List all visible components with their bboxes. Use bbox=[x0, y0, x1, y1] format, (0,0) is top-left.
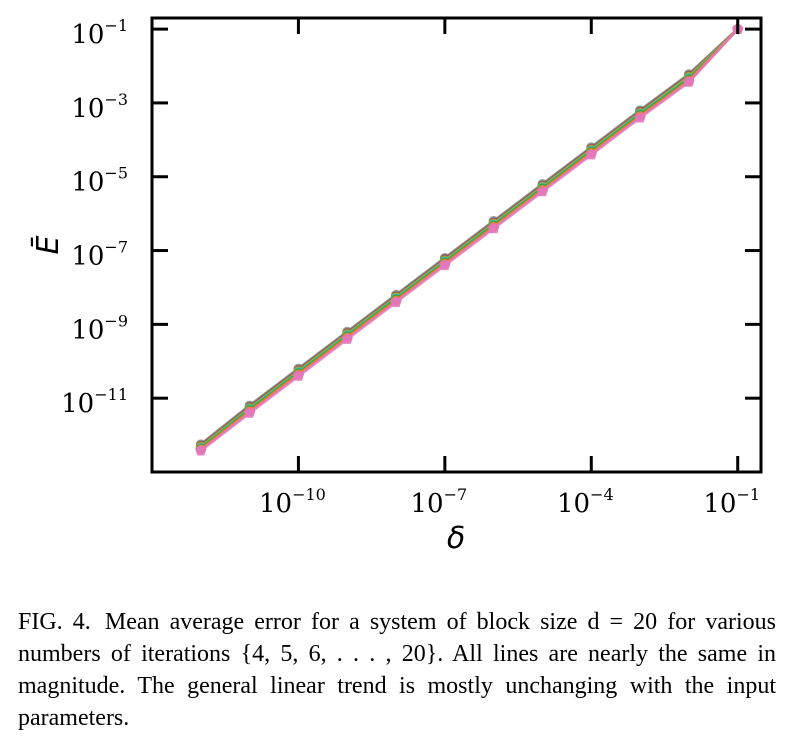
y-tick-label: 10−3 bbox=[71, 90, 128, 124]
y-tick-label: 10−5 bbox=[71, 164, 128, 198]
data-point bbox=[292, 370, 305, 381]
tick-label-base: 10 bbox=[557, 489, 590, 519]
tick-label-exponent: −7 bbox=[444, 485, 468, 504]
tick-label-base: 10 bbox=[71, 94, 104, 124]
x-axis: 10−10 10−7 10−4 10−1 bbox=[259, 18, 760, 519]
tick-label-exponent: −1 bbox=[736, 485, 760, 504]
figure: 10−10 10−7 10−4 10−1 10−1 10−3 10−5 10−7 10−9 10… bbox=[30, 16, 763, 556]
tick-label-exponent: −10 bbox=[292, 485, 326, 504]
plot-frame bbox=[150, 16, 763, 474]
data-point bbox=[243, 406, 256, 418]
tick-label-exponent: −9 bbox=[104, 311, 128, 330]
data-point bbox=[341, 333, 353, 344]
figure-caption: FIG. 4. Mean average error for a system … bbox=[18, 606, 776, 734]
data-point bbox=[683, 76, 695, 87]
y-tick-label: 10−9 bbox=[71, 311, 128, 345]
tick-label-exponent: −3 bbox=[104, 90, 128, 109]
x-tick-label: 10−1 bbox=[703, 485, 760, 519]
tick-label-base: 10 bbox=[61, 389, 94, 419]
tick-label-exponent: −11 bbox=[94, 385, 128, 404]
chart: 10−10 10−7 10−4 10−1 10−110−310−510−710−910… bbox=[30, 16, 763, 556]
x-tick-label: 10−4 bbox=[557, 485, 614, 519]
data-point bbox=[634, 111, 646, 123]
tick-label-base: 10 bbox=[71, 20, 104, 50]
series-6 bbox=[195, 23, 744, 456]
data-point bbox=[585, 148, 597, 160]
data-point bbox=[390, 296, 402, 307]
data-point bbox=[195, 444, 207, 456]
tick-label-base: 10 bbox=[71, 242, 104, 272]
y-axis: 10−110−310−510−710−910−11 bbox=[61, 16, 761, 419]
caption-text: Mean average error for a system of block… bbox=[18, 609, 777, 731]
tick-label-base: 10 bbox=[703, 489, 736, 519]
y-axis-label: Ē bbox=[30, 235, 66, 254]
data-point bbox=[536, 185, 549, 197]
data-point bbox=[439, 259, 451, 271]
tick-label-exponent: −1 bbox=[104, 16, 128, 35]
data-point bbox=[488, 222, 500, 234]
x-tick-label: 10−10 bbox=[259, 485, 326, 519]
y-tick-label: 10−11 bbox=[61, 385, 128, 419]
y-tick-label: 10−1 bbox=[71, 16, 128, 50]
tick-label-exponent: −5 bbox=[104, 164, 128, 183]
tick-label-base: 10 bbox=[259, 489, 292, 519]
tick-label-exponent: −4 bbox=[590, 485, 614, 504]
y-tick-label: 10−7 bbox=[71, 238, 128, 272]
tick-label-exponent: −7 bbox=[104, 238, 128, 257]
series-layer bbox=[195, 23, 744, 456]
caption-label: FIG. 4. bbox=[18, 609, 91, 635]
tick-label-base: 10 bbox=[71, 168, 104, 198]
tick-label-base: 10 bbox=[411, 489, 444, 519]
tick-label-base: 10 bbox=[71, 315, 104, 345]
x-axis-label: δ bbox=[447, 521, 465, 556]
series-line bbox=[199, 28, 739, 452]
x-tick-label: 10−7 bbox=[411, 485, 468, 519]
